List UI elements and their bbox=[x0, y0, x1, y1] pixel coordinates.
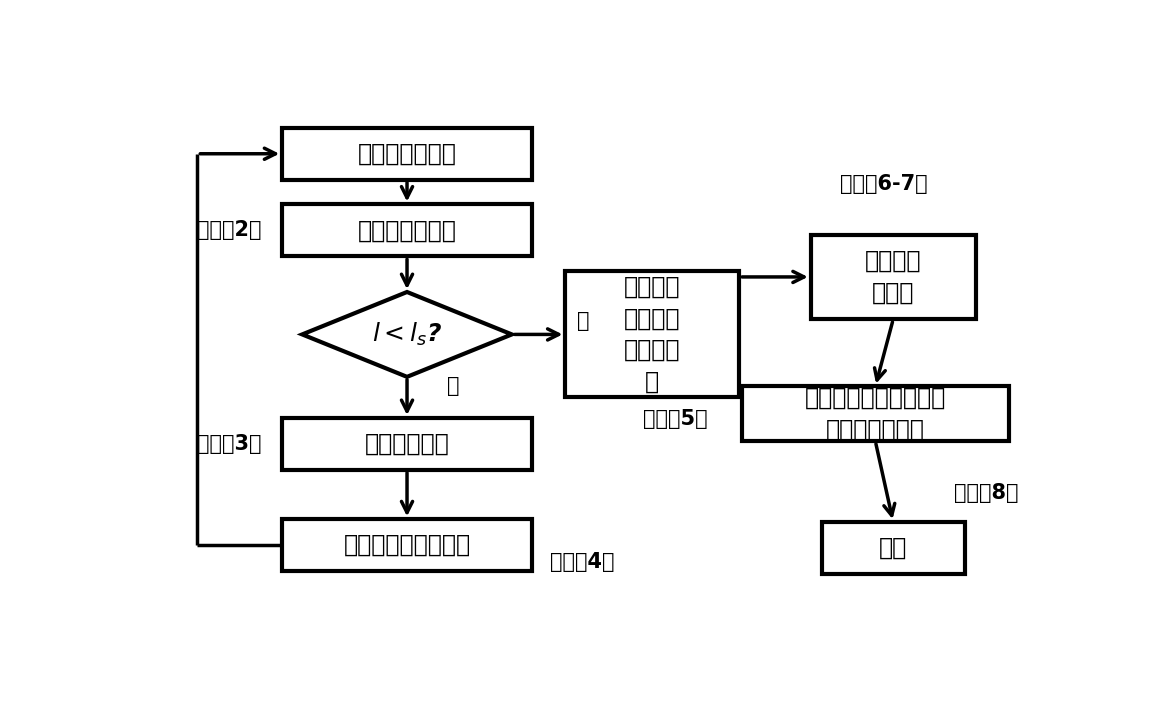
Text: 是: 是 bbox=[447, 376, 459, 397]
Bar bbox=[282, 418, 532, 470]
Polygon shape bbox=[303, 292, 512, 377]
Text: 保留前个特征向量所构
成的自相关矩阵: 保留前个特征向量所构 成的自相关矩阵 bbox=[805, 386, 946, 442]
Text: $l < l_s$?: $l < l_s$? bbox=[372, 321, 442, 348]
Bar bbox=[741, 387, 1009, 441]
Bar bbox=[282, 519, 532, 571]
Text: 数据写满缓冲区: 数据写满缓冲区 bbox=[358, 141, 457, 166]
Text: 公式（2）: 公式（2） bbox=[198, 220, 262, 240]
Text: 通道聚合
度评估: 通道聚合 度评估 bbox=[864, 249, 922, 305]
Text: 加窗傅里叶变换: 加窗傅里叶变换 bbox=[358, 218, 457, 242]
Text: 结束: 结束 bbox=[879, 536, 907, 560]
Bar bbox=[810, 235, 976, 319]
Text: 公式（6-7）: 公式（6-7） bbox=[840, 174, 928, 194]
Text: 构造数据向量: 构造数据向量 bbox=[365, 432, 449, 456]
Bar bbox=[282, 204, 532, 257]
Bar bbox=[565, 272, 739, 397]
Text: 公式（4）: 公式（4） bbox=[550, 552, 615, 572]
Bar bbox=[282, 128, 532, 180]
Text: 公式（8）: 公式（8） bbox=[953, 483, 1019, 503]
Text: 迭代更新自相关矩阵: 迭代更新自相关矩阵 bbox=[343, 533, 471, 557]
Text: 公式（5）: 公式（5） bbox=[643, 410, 708, 429]
Text: 公式（3）: 公式（3） bbox=[198, 434, 262, 454]
Text: 计算自相
关矩阵的
特征値分
解: 计算自相 关矩阵的 特征値分 解 bbox=[624, 275, 680, 394]
Bar bbox=[822, 522, 965, 574]
Text: 否: 否 bbox=[577, 311, 589, 331]
